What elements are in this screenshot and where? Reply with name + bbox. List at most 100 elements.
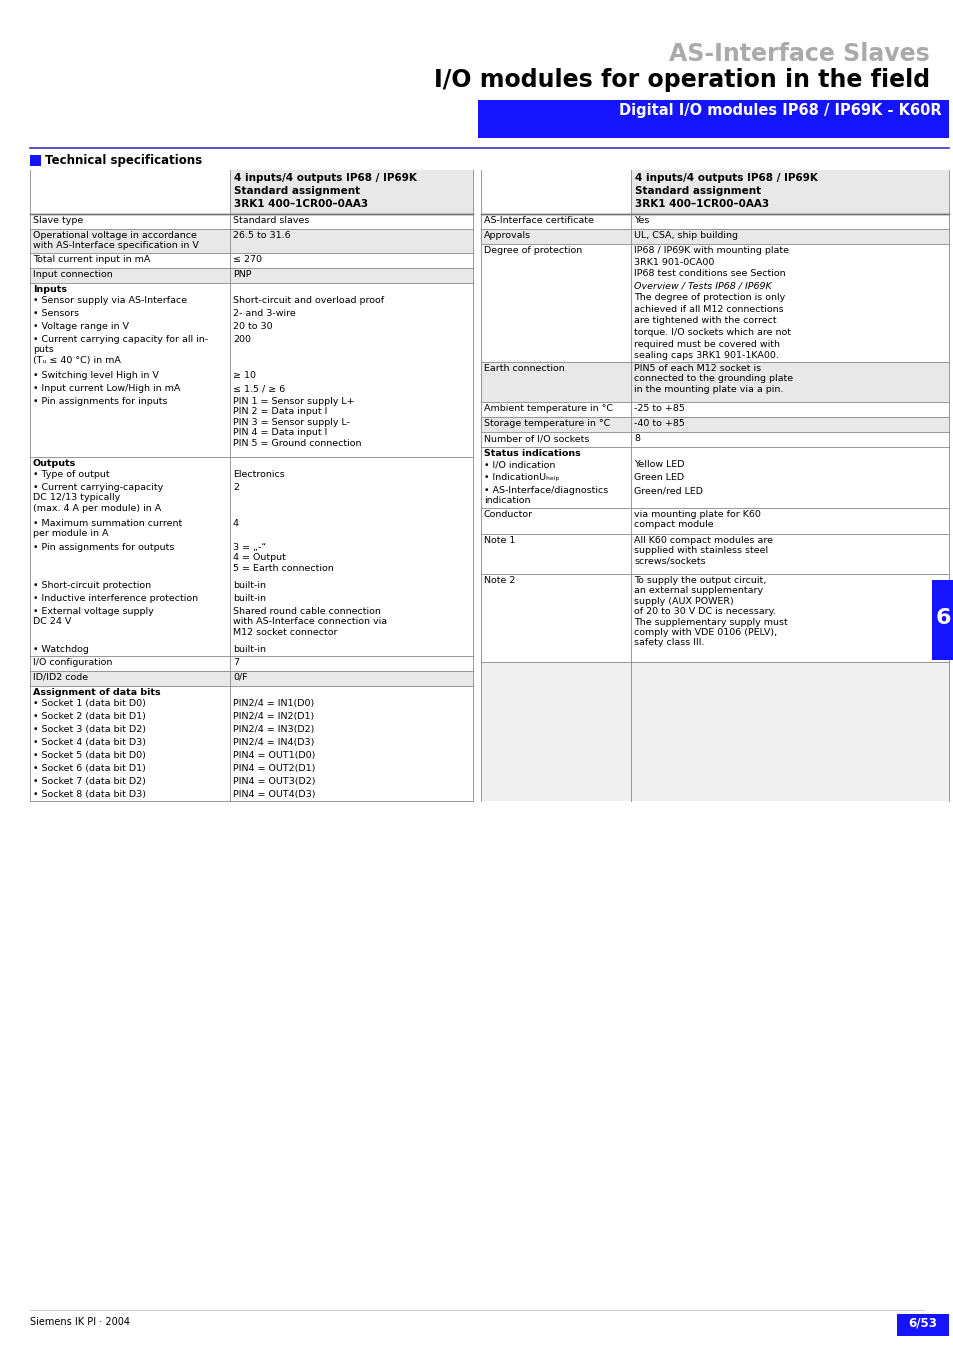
Text: AS-Interface certificate: AS-Interface certificate: [483, 216, 594, 226]
Bar: [30, 711, 473, 723]
Text: 2: 2: [233, 484, 239, 492]
Bar: [480, 447, 948, 458]
Text: are tightened with the correct: are tightened with the correct: [634, 316, 776, 326]
Text: • Socket 4 (data bit D3): • Socket 4 (data bit D3): [33, 738, 146, 747]
Text: Status indications: Status indications: [483, 449, 580, 458]
Text: PIN2/4 = IN2(D1): PIN2/4 = IN2(D1): [233, 712, 314, 721]
Text: • Input current Low/High in mA: • Input current Low/High in mA: [33, 384, 180, 393]
Bar: [30, 382, 473, 394]
Bar: [30, 697, 473, 711]
Text: Note 1: Note 1: [483, 536, 515, 544]
Text: Technical specifications: Technical specifications: [45, 154, 202, 168]
Bar: [477, 100, 948, 138]
Text: To supply the output circuit,
an external supplementary
supply (AUX POWER)
of 20: To supply the output circuit, an externa…: [634, 576, 787, 647]
Text: PIN4 = OUT2(D1): PIN4 = OUT2(D1): [233, 765, 315, 773]
Text: 4: 4: [233, 519, 239, 528]
Bar: [30, 253, 473, 267]
Text: I/O modules for operation in the field: I/O modules for operation in the field: [434, 68, 929, 92]
Bar: [30, 540, 473, 580]
Text: Conductor: Conductor: [483, 509, 533, 519]
Bar: [30, 517, 473, 540]
Text: Standard assignment: Standard assignment: [233, 186, 359, 196]
Bar: [30, 332, 473, 369]
Text: • Voltage range in V: • Voltage range in V: [33, 322, 129, 331]
Text: UL, CSA, ship building: UL, CSA, ship building: [634, 231, 738, 240]
Text: Storage temperature in °C: Storage temperature in °C: [483, 419, 610, 428]
Text: PIN5 of each M12 socket is
connected to the grounding plate
in the mounting plat: PIN5 of each M12 socket is connected to …: [634, 363, 792, 393]
Text: 8: 8: [634, 434, 639, 443]
Text: • Current carrying capacity for all in-
puts
(Tᵤ ≤ 40 °C) in mA: • Current carrying capacity for all in- …: [33, 335, 208, 365]
Text: PNP: PNP: [233, 270, 252, 280]
Text: IP68 / IP69K with mounting plate: IP68 / IP69K with mounting plate: [634, 246, 788, 255]
Text: PIN2/4 = IN4(D3): PIN2/4 = IN4(D3): [233, 738, 314, 747]
Text: required must be covered with: required must be covered with: [634, 339, 780, 349]
Bar: [30, 467, 473, 481]
Text: ≤ 270: ≤ 270: [233, 255, 262, 263]
Text: PIN2/4 = IN1(D0): PIN2/4 = IN1(D0): [233, 698, 314, 708]
Bar: [480, 403, 948, 417]
Text: Inputs: Inputs: [33, 285, 67, 295]
Text: • Socket 7 (data bit D2): • Socket 7 (data bit D2): [33, 777, 146, 786]
Text: IP68 test conditions see Section: IP68 test conditions see Section: [634, 269, 785, 278]
Text: Standard assignment: Standard assignment: [635, 186, 760, 196]
Text: Ambient temperature in °C: Ambient temperature in °C: [483, 404, 613, 413]
Bar: [30, 481, 473, 517]
Text: via mounting plate for K60
compact module: via mounting plate for K60 compact modul…: [634, 509, 760, 530]
Bar: [30, 394, 473, 457]
Text: -40 to +85: -40 to +85: [634, 419, 684, 428]
Bar: [30, 369, 473, 382]
Text: ≥ 10: ≥ 10: [233, 372, 255, 380]
Text: 3RK1 901-0CA00: 3RK1 901-0CA00: [634, 258, 714, 266]
Bar: [30, 282, 473, 295]
Text: • Watchdog: • Watchdog: [33, 644, 89, 654]
Text: Siemens IK PI · 2004: Siemens IK PI · 2004: [30, 1317, 130, 1327]
Bar: [30, 457, 473, 467]
Bar: [30, 723, 473, 736]
Text: Green/red LED: Green/red LED: [634, 486, 702, 494]
Bar: [630, 170, 948, 213]
Text: 3RK1 400–1CR00–0AA3: 3RK1 400–1CR00–0AA3: [635, 199, 768, 209]
Bar: [30, 230, 473, 253]
Bar: [480, 662, 948, 801]
Bar: [480, 574, 948, 662]
Text: Slave type: Slave type: [33, 216, 83, 226]
Text: built-in: built-in: [233, 581, 266, 590]
Text: The degree of protection is only: The degree of protection is only: [634, 293, 784, 301]
Text: • Socket 1 (data bit D0): • Socket 1 (data bit D0): [33, 698, 146, 708]
Text: ≤ 1.5 / ≥ 6: ≤ 1.5 / ≥ 6: [233, 384, 285, 393]
Text: 2- and 3-wire: 2- and 3-wire: [233, 309, 295, 317]
Bar: [30, 320, 473, 332]
Bar: [931, 580, 953, 661]
Text: 4 inputs/4 outputs IP68 / IP69K: 4 inputs/4 outputs IP68 / IP69K: [233, 173, 416, 182]
Bar: [480, 417, 948, 432]
Text: • Socket 6 (data bit D1): • Socket 6 (data bit D1): [33, 765, 146, 773]
Bar: [30, 213, 473, 230]
Text: Overview / Tests IP68 / IP69K: Overview / Tests IP68 / IP69K: [634, 281, 771, 290]
Bar: [30, 748, 473, 762]
Bar: [30, 657, 473, 671]
Text: Green LED: Green LED: [634, 473, 683, 482]
Text: ID/ID2 code: ID/ID2 code: [33, 673, 88, 682]
Text: • Type of output: • Type of output: [33, 470, 110, 480]
Text: • IndicationUₕₑₗₚ: • IndicationUₕₑₗₚ: [483, 473, 558, 482]
Bar: [230, 170, 473, 213]
Text: 20 to 30: 20 to 30: [233, 322, 273, 331]
Bar: [30, 686, 473, 697]
Text: I/O configuration: I/O configuration: [33, 658, 112, 667]
Text: 0/F: 0/F: [233, 673, 248, 682]
Text: 7: 7: [233, 658, 239, 667]
Text: • External voltage supply
DC 24 V: • External voltage supply DC 24 V: [33, 607, 153, 627]
Text: Approvals: Approvals: [483, 231, 531, 240]
Text: Standard slaves: Standard slaves: [233, 216, 309, 226]
Text: • Socket 3 (data bit D2): • Socket 3 (data bit D2): [33, 725, 146, 734]
Bar: [30, 762, 473, 775]
Text: • Pin assignments for inputs: • Pin assignments for inputs: [33, 397, 168, 407]
Text: PIN 1 = Sensor supply L+
PIN 2 = Data input I
PIN 3 = Sensor supply L-
PIN 4 = D: PIN 1 = Sensor supply L+ PIN 2 = Data in…: [233, 397, 361, 447]
Text: 6: 6: [934, 608, 950, 628]
Bar: [30, 643, 473, 657]
Bar: [30, 580, 473, 592]
Text: • AS-Interface/diagnostics
indication: • AS-Interface/diagnostics indication: [483, 486, 608, 505]
Bar: [30, 788, 473, 801]
Bar: [30, 605, 473, 643]
Text: • Socket 2 (data bit D1): • Socket 2 (data bit D1): [33, 712, 146, 721]
